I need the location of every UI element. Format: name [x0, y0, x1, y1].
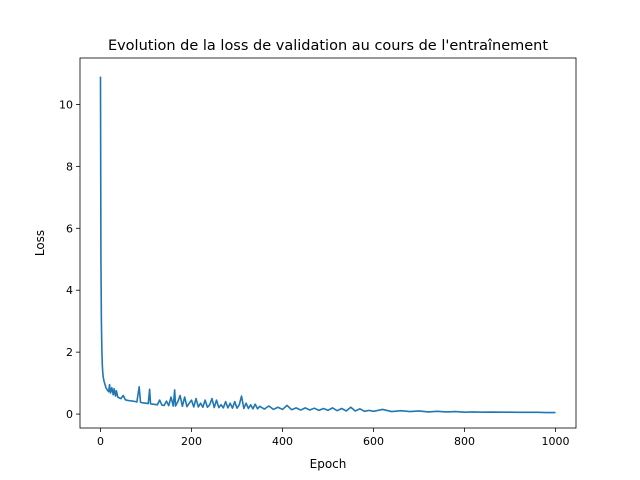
- y-tick-label: 0: [66, 408, 73, 421]
- plot-frame: [79, 57, 577, 429]
- x-tick-label: 400: [272, 435, 293, 448]
- x-tick-label: 1000: [542, 435, 570, 448]
- y-tick-label: 8: [66, 160, 73, 173]
- x-axis-ticks: 0 200 400 600 800 1000: [97, 428, 570, 448]
- y-tick-label: 10: [59, 98, 73, 111]
- x-tick-label: 0: [97, 435, 104, 448]
- x-axis-label: Epoch: [310, 457, 347, 471]
- x-tick-label: 200: [181, 435, 202, 448]
- x-tick-label: 800: [454, 435, 475, 448]
- y-tick-label: 2: [66, 346, 73, 359]
- y-axis-ticks: 0 2 4 6 8 10: [59, 98, 80, 421]
- chart-title: Evolution de la loss de validation au co…: [108, 38, 548, 54]
- x-tick-label: 600: [363, 435, 384, 448]
- y-tick-label: 4: [66, 284, 73, 297]
- y-axis-label: Loss: [33, 230, 47, 256]
- series-line-validation-loss: [99, 76, 556, 414]
- y-tick-label: 6: [66, 222, 73, 235]
